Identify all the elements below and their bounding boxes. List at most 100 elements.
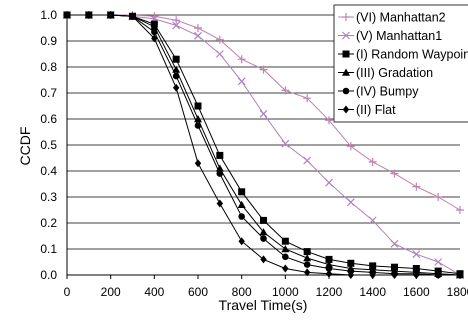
x-tick-label: 1000	[272, 285, 299, 299]
x-tick-label: 0	[64, 285, 71, 299]
data-point	[259, 228, 268, 236]
data-point	[325, 269, 333, 278]
legend-item: (III) Gradation	[338, 66, 433, 80]
y-tick-label: 0.6	[40, 112, 57, 126]
y-tick-label: 0.5	[40, 138, 57, 152]
data-point	[456, 206, 464, 214]
legend-item: (IV) Bumpy	[338, 85, 419, 99]
legend-marker	[342, 50, 350, 58]
data-point	[303, 268, 311, 277]
x-tick-label: 200	[101, 285, 121, 299]
y-tick-label: 0.2	[40, 216, 57, 230]
legend-item: (VI) Manhattan2	[338, 11, 446, 25]
data-point	[347, 259, 355, 267]
legend-label: (II) Flat	[356, 103, 396, 117]
legend-box	[333, 4, 468, 123]
data-point	[259, 109, 268, 118]
x-tick-label: 1800	[447, 285, 468, 299]
data-point	[237, 55, 246, 64]
data-point	[391, 271, 398, 279]
data-point	[194, 24, 202, 32]
data-point	[390, 169, 399, 178]
y-tick-label: 0.1	[40, 242, 57, 256]
data-point	[281, 86, 290, 95]
data-point	[237, 200, 246, 208]
data-point	[151, 28, 158, 36]
data-point	[434, 258, 443, 266]
legend-marker	[342, 68, 350, 76]
data-point	[456, 271, 464, 279]
y-tick-label: 1.0	[40, 8, 57, 22]
data-point	[281, 237, 289, 245]
tick-labels: 0.0 0.1 0.2 0.3 0.4 0.5 0.6 0.7 0.8 0.9 1.0 0 200 400…	[40, 8, 468, 299]
data-point	[346, 142, 355, 151]
data-point	[325, 116, 333, 125]
legend: (VI) Manhattan2 (V) Manhattan1 (I) Random …	[333, 4, 468, 123]
legend-item: (V) Manhattan1	[338, 29, 442, 43]
x-tick-label: 800	[232, 285, 252, 299]
data-point	[238, 213, 245, 220]
data-point	[281, 139, 290, 148]
x-tick-label: 1600	[403, 285, 430, 299]
data-point	[259, 65, 268, 74]
data-point	[172, 16, 181, 25]
series-5	[63, 11, 464, 279]
data-point	[85, 11, 93, 19]
data-point	[260, 255, 267, 264]
legend-marker	[342, 13, 350, 21]
data-point	[172, 83, 180, 92]
data-point	[346, 198, 355, 207]
data-point	[215, 35, 224, 44]
series-group	[63, 11, 464, 279]
data-point	[63, 11, 71, 19]
data-point	[260, 216, 267, 224]
data-point	[412, 250, 421, 259]
data-point	[434, 193, 443, 201]
legend-marker	[342, 105, 350, 114]
data-point	[107, 11, 114, 19]
legend-label: (VI) Manhattan2	[356, 11, 446, 25]
legend-marker	[342, 87, 350, 95]
legend-label: (V) Manhattan1	[356, 29, 442, 43]
x-axis-title: Travel Time(s)	[219, 297, 308, 313]
y-tick-label: 0.4	[40, 164, 57, 178]
data-point	[282, 253, 289, 261]
data-point	[172, 72, 180, 80]
data-point	[303, 94, 312, 103]
data-point	[238, 188, 246, 196]
data-point	[303, 261, 311, 268]
data-point	[282, 264, 289, 273]
data-point	[369, 271, 376, 279]
data-point	[172, 21, 181, 30]
data-point	[216, 151, 224, 159]
data-point	[194, 31, 202, 40]
data-point	[303, 248, 311, 256]
data-point	[412, 182, 421, 191]
y-tick-label: 0.3	[40, 190, 57, 204]
data-point	[390, 239, 399, 248]
data-point	[413, 271, 420, 279]
y-axis-title: CCDF	[17, 127, 33, 166]
data-point	[194, 102, 202, 110]
data-point	[325, 265, 333, 272]
data-point	[237, 77, 246, 86]
data-point	[194, 159, 202, 168]
legend-marker	[342, 31, 350, 40]
data-point	[151, 34, 158, 43]
data-point	[215, 50, 224, 58]
x-tick-label: 1200	[316, 285, 343, 299]
y-tick-label: 0.7	[40, 86, 57, 100]
data-point	[216, 170, 224, 177]
legend-item: (II) Flat	[338, 103, 396, 117]
data-point	[260, 235, 267, 242]
data-point	[216, 199, 224, 208]
data-point	[238, 237, 245, 246]
data-point	[303, 156, 312, 165]
y-tick-label: 0.9	[40, 34, 57, 48]
legend-item: (I) Random Waypoint	[338, 48, 468, 62]
legend-label: (I) Random Waypoint	[356, 48, 468, 62]
data-point	[347, 271, 355, 279]
legend-label: (III) Gradation	[356, 66, 433, 80]
data-point	[434, 271, 442, 279]
